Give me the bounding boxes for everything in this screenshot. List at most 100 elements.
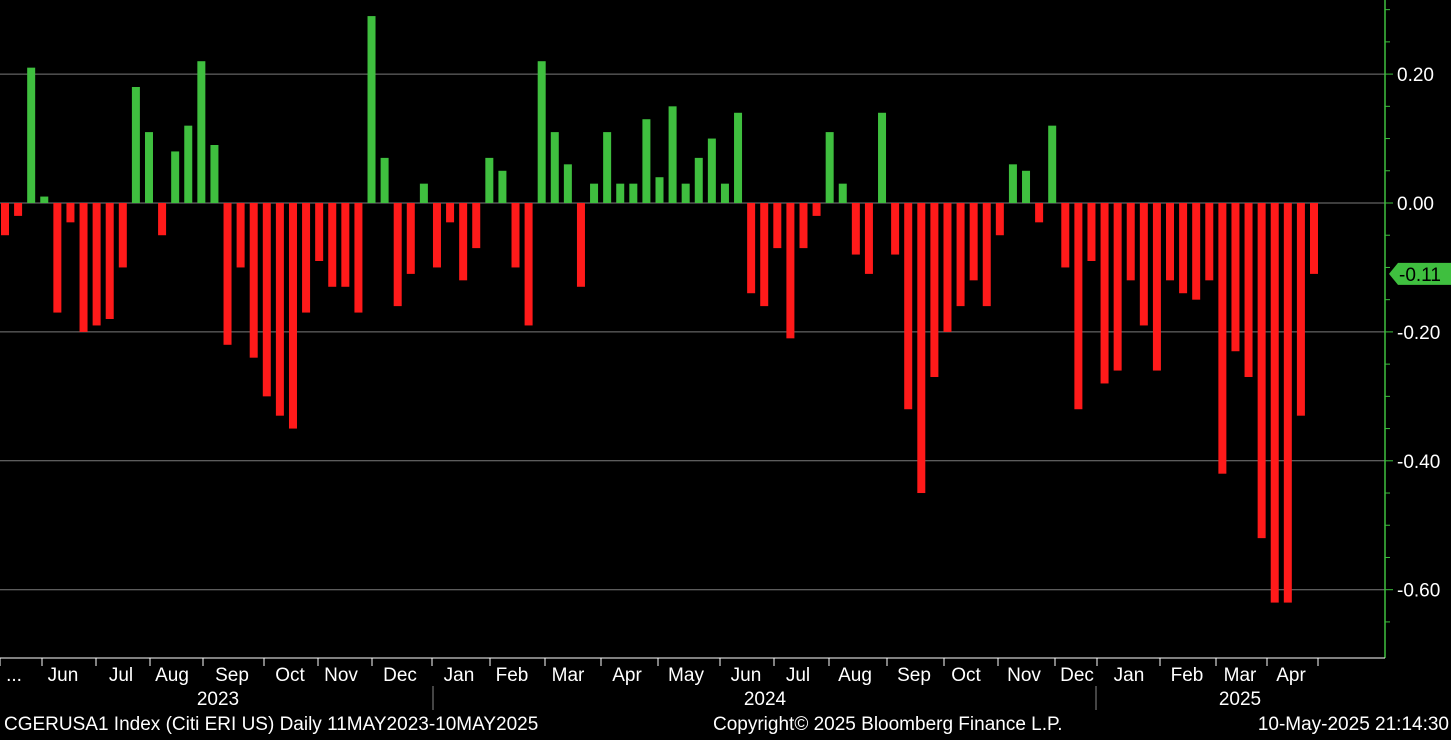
year-label: 2024 xyxy=(744,689,787,710)
bar xyxy=(249,203,258,358)
x-tick-label: Jan xyxy=(444,665,475,686)
bar xyxy=(590,183,599,203)
bar xyxy=(603,132,612,203)
bar xyxy=(681,183,690,203)
bar xyxy=(694,157,703,203)
bar xyxy=(1,203,9,236)
bar xyxy=(995,203,1004,236)
bar xyxy=(406,203,415,274)
bar xyxy=(904,203,913,410)
x-tick-label: Dec xyxy=(383,665,417,686)
bar xyxy=(1192,203,1201,300)
footer-timestamp: 10-May-2025 21:14:30 xyxy=(1257,714,1449,735)
bar xyxy=(930,203,939,378)
x-tick-label: Aug xyxy=(155,665,189,686)
x-tick-label: Nov xyxy=(1007,665,1041,686)
bar xyxy=(66,203,75,223)
bar xyxy=(498,170,507,204)
bar xyxy=(825,132,834,203)
bar xyxy=(773,203,782,249)
bar xyxy=(655,177,664,203)
bar xyxy=(302,203,311,313)
bar xyxy=(92,203,101,326)
bar xyxy=(419,183,428,203)
bar xyxy=(917,203,926,494)
bar xyxy=(1310,203,1318,274)
bar xyxy=(747,203,756,294)
bar xyxy=(105,203,114,320)
bar xyxy=(1270,203,1279,603)
footer-ticker-info: CGERUSA1 Index (Citi ERI US) Daily 11MAY… xyxy=(4,714,539,735)
bar xyxy=(1218,203,1227,474)
bar xyxy=(1008,164,1017,203)
x-tick-label: Jan xyxy=(1114,665,1145,686)
bar xyxy=(1205,203,1214,281)
x-tick-label: Mar xyxy=(1224,665,1257,686)
bar xyxy=(1139,203,1148,326)
year-label: 2025 xyxy=(1219,689,1261,710)
bar xyxy=(838,183,847,203)
bar xyxy=(472,203,481,249)
bar xyxy=(40,196,49,204)
x-tick-label: Jul xyxy=(109,665,133,686)
bar xyxy=(734,112,743,203)
bar xyxy=(1022,170,1031,204)
bar xyxy=(315,203,324,261)
bar xyxy=(1113,203,1122,371)
bar xyxy=(1179,203,1188,294)
bar xyxy=(341,203,350,287)
bar xyxy=(629,183,638,203)
x-tick-label: Sep xyxy=(897,665,931,686)
x-tick-label: ... xyxy=(6,665,22,686)
last-value-label: -0.11 xyxy=(1399,265,1441,286)
bar xyxy=(197,61,206,204)
bar xyxy=(1126,203,1135,281)
bar xyxy=(171,151,180,203)
bar xyxy=(275,203,284,416)
bar xyxy=(354,203,363,313)
bar xyxy=(982,203,991,307)
x-tick-label: Sep xyxy=(215,665,249,686)
bar xyxy=(878,112,887,203)
bar xyxy=(1283,203,1292,603)
bar xyxy=(812,203,821,216)
bar xyxy=(144,132,153,203)
bar xyxy=(1257,203,1266,539)
bar xyxy=(616,183,625,203)
y-tick-label: 0.00 xyxy=(1397,194,1434,215)
x-tick-label: May xyxy=(668,665,704,686)
bar xyxy=(1074,203,1083,410)
y-tick-label: -0.40 xyxy=(1397,452,1440,473)
bar xyxy=(707,138,716,203)
bar xyxy=(380,157,389,203)
bar xyxy=(288,203,297,429)
bar xyxy=(223,203,232,345)
bar xyxy=(459,203,468,281)
bar xyxy=(1100,203,1109,384)
bar xyxy=(1296,203,1305,416)
bar xyxy=(1035,203,1044,223)
bar xyxy=(367,16,376,204)
bar xyxy=(642,119,651,203)
bar xyxy=(210,145,219,203)
bar xyxy=(668,106,677,203)
bar xyxy=(1152,203,1161,371)
bar xyxy=(1048,125,1057,203)
bar xyxy=(27,67,36,203)
bar xyxy=(485,157,494,203)
bar-chart: 0.20 0.00 -0.20 -0.40 -0.60 -0.11... Jun Jul Aug… xyxy=(0,0,1451,712)
bar xyxy=(184,125,193,203)
chart-footer: CGERUSA1 Index (Citi ERI US) Daily 11MAY… xyxy=(0,712,1451,740)
bar xyxy=(79,203,88,332)
x-tick-label: Mar xyxy=(552,665,585,686)
bar xyxy=(760,203,769,307)
bar xyxy=(158,203,167,236)
bar xyxy=(786,203,795,339)
bar xyxy=(1061,203,1070,268)
bar xyxy=(262,203,271,397)
bar xyxy=(1087,203,1096,261)
bar xyxy=(969,203,978,281)
bar xyxy=(446,203,455,223)
bar xyxy=(328,203,337,287)
x-tick-label: Nov xyxy=(324,665,358,686)
